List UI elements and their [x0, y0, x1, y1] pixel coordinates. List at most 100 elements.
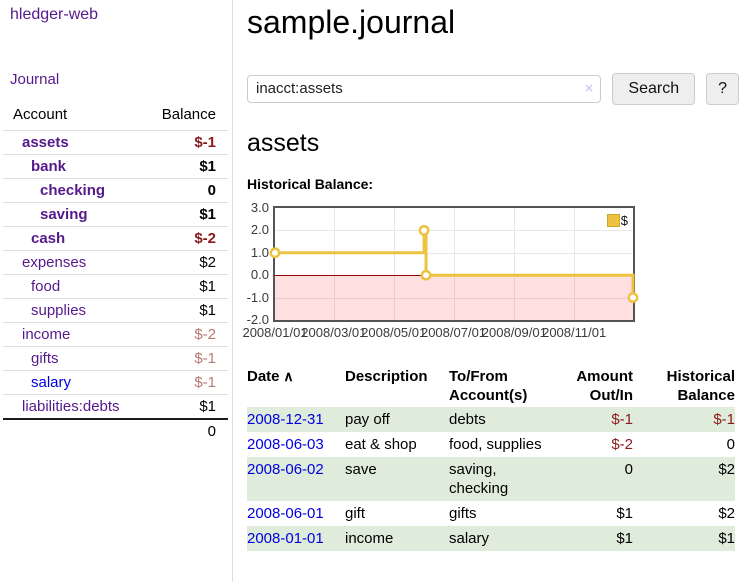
txn-header-historical-balance: Historical Balance: [666, 368, 735, 404]
accounts-table: Account Balance assets $-1 bank $1 checking 0…: [3, 104, 228, 443]
sidebar-account-link-liabilities-debts[interactable]: liabilities:debts: [22, 398, 120, 415]
transaction-description: income: [345, 530, 394, 547]
account-heading: assets: [247, 129, 320, 157]
sidebar-account-link-food[interactable]: food: [31, 278, 61, 295]
chart-title: Historical Balance:: [247, 176, 374, 192]
transaction-description: pay off: [345, 411, 390, 428]
transaction-amount: $1: [616, 530, 633, 547]
negative-region-fill: [275, 275, 633, 320]
transaction-row: 2008-06-02 save saving, checking 0 $2: [247, 457, 735, 501]
sidebar: hledger-web Journal Account Balance asse…: [0, 0, 233, 582]
gridline: [333, 208, 335, 320]
transaction-row: 2008-12-31 pay off debts $-1 $-1: [247, 407, 735, 432]
y-axis-tick-label: 0.0: [250, 267, 269, 283]
account-balance: $1: [199, 278, 216, 295]
transaction-balance: 0: [726, 436, 735, 453]
x-axis-tick-label: 2008/03/01: [301, 325, 367, 340]
balance-line-series: [269, 224, 639, 304]
sidebar-account-link-bank[interactable]: bank: [31, 158, 67, 175]
transaction-balance: $1: [718, 530, 735, 547]
data-point-marker: [627, 292, 639, 304]
account-row: food $1: [3, 274, 228, 299]
x-axis-tick-label: 2008/11/01: [542, 325, 607, 340]
transaction-date-link[interactable]: 2008-01-01: [247, 530, 324, 547]
help-button[interactable]: ?: [706, 72, 739, 105]
transaction-balance: $-1: [713, 411, 735, 428]
sidebar-account-link-gifts[interactable]: gifts: [31, 350, 59, 367]
account-row: income $-2: [3, 322, 228, 347]
account-row: gifts $-1: [3, 346, 228, 371]
account-balance: $-1: [194, 134, 216, 151]
account-row: saving $1: [3, 202, 228, 227]
accounts-total-row: 0: [3, 419, 228, 443]
account-balance: $-2: [194, 230, 216, 247]
y-axis-tick-label: -2.0: [246, 312, 269, 327]
account-balance: $-1: [194, 350, 216, 367]
account-balance: 0: [207, 182, 216, 199]
y-axis-tick-label: -1.0: [246, 289, 269, 305]
chart-legend: $: [606, 213, 628, 228]
txn-header-description: Description: [345, 368, 428, 385]
transaction-accounts: gifts: [449, 505, 477, 522]
sidebar-item-journal[interactable]: Journal: [10, 71, 60, 88]
gridline: [453, 208, 455, 320]
transaction-balance: $2: [718, 461, 735, 478]
clear-search-icon[interactable]: ×: [584, 79, 594, 97]
sidebar-account-link-salary[interactable]: salary: [31, 374, 72, 391]
x-axis-tick-label: 2008/01/01: [242, 325, 308, 340]
account-row: assets $-1: [3, 130, 228, 155]
sidebar-account-link-supplies[interactable]: supplies: [31, 302, 87, 319]
chart-plot-area: $: [269, 206, 639, 322]
x-axis-tick-label: 2008/07/01: [420, 325, 487, 340]
transaction-amount: $1: [616, 505, 633, 522]
sidebar-account-link-expenses[interactable]: expenses: [22, 254, 87, 271]
search-input[interactable]: [247, 74, 602, 103]
legend-swatch-icon: [606, 214, 620, 227]
legend-label: $: [620, 213, 628, 228]
transaction-description: eat & shop: [345, 436, 417, 453]
transaction-accounts: saving, checking: [449, 461, 509, 497]
y-axis-tick-label: 1.0: [250, 244, 269, 260]
account-balance: $-1: [194, 374, 216, 391]
account-balance: $1: [199, 302, 216, 319]
transaction-date-link[interactable]: 2008-12-31: [247, 411, 324, 428]
account-row: salary $-1: [3, 370, 228, 395]
txn-header-to-from-account-s-: To/From Account(s): [449, 368, 528, 404]
account-balance: $-2: [194, 326, 216, 343]
account-balance: $1: [199, 158, 216, 175]
x-axis-tick-label: 2008/09/01: [481, 325, 547, 340]
sidebar-account-link-cash[interactable]: cash: [31, 230, 66, 247]
accounts-total-value: 0: [207, 423, 216, 440]
transaction-row: 2008-06-03 eat & shop food, supplies $-2 0: [247, 432, 735, 457]
transaction-amount: 0: [624, 461, 633, 478]
account-row: bank $1: [3, 154, 228, 179]
sidebar-account-link-assets[interactable]: assets: [22, 134, 69, 151]
app-title-link[interactable]: hledger-web: [10, 6, 99, 23]
transaction-date-link[interactable]: 2008-06-03: [247, 436, 324, 453]
txn-header-amount-out-in: Amount Out/In: [576, 368, 633, 404]
account-row: checking 0: [3, 178, 228, 203]
search-form: × Search ?: [247, 72, 739, 105]
sort-ascending-icon: ∧: [279, 368, 294, 384]
transaction-row: 2008-06-01 gift gifts $1 $2: [247, 501, 735, 526]
main-content: sample.journal × Search ? assets Histori…: [242, 0, 739, 551]
transactions-table: Date ∧ Description To/From Account(s) Amoun…: [247, 365, 735, 551]
page-title: sample.journal: [247, 4, 456, 40]
transaction-accounts: debts: [449, 411, 486, 428]
sidebar-account-link-income[interactable]: income: [22, 326, 71, 343]
gridline: [574, 208, 576, 320]
transaction-description: save: [345, 461, 377, 478]
transaction-date-link[interactable]: 2008-06-02: [247, 461, 324, 478]
transaction-date-link[interactable]: 2008-06-01: [247, 505, 324, 522]
sidebar-account-link-saving[interactable]: saving: [40, 206, 88, 223]
sidebar-account-link-checking[interactable]: checking: [40, 182, 106, 199]
txn-header-date[interactable]: Date ∧: [247, 368, 294, 385]
account-row: expenses $2: [3, 250, 228, 275]
y-axis-tick-label: 2.0: [250, 222, 269, 238]
transaction-accounts: food, supplies: [449, 436, 542, 453]
data-point-marker: [420, 269, 432, 281]
y-axis-tick-label: 3.0: [250, 200, 269, 215]
data-point-marker: [269, 247, 281, 259]
transaction-balance: $2: [718, 505, 735, 522]
search-button[interactable]: Search: [612, 72, 696, 105]
